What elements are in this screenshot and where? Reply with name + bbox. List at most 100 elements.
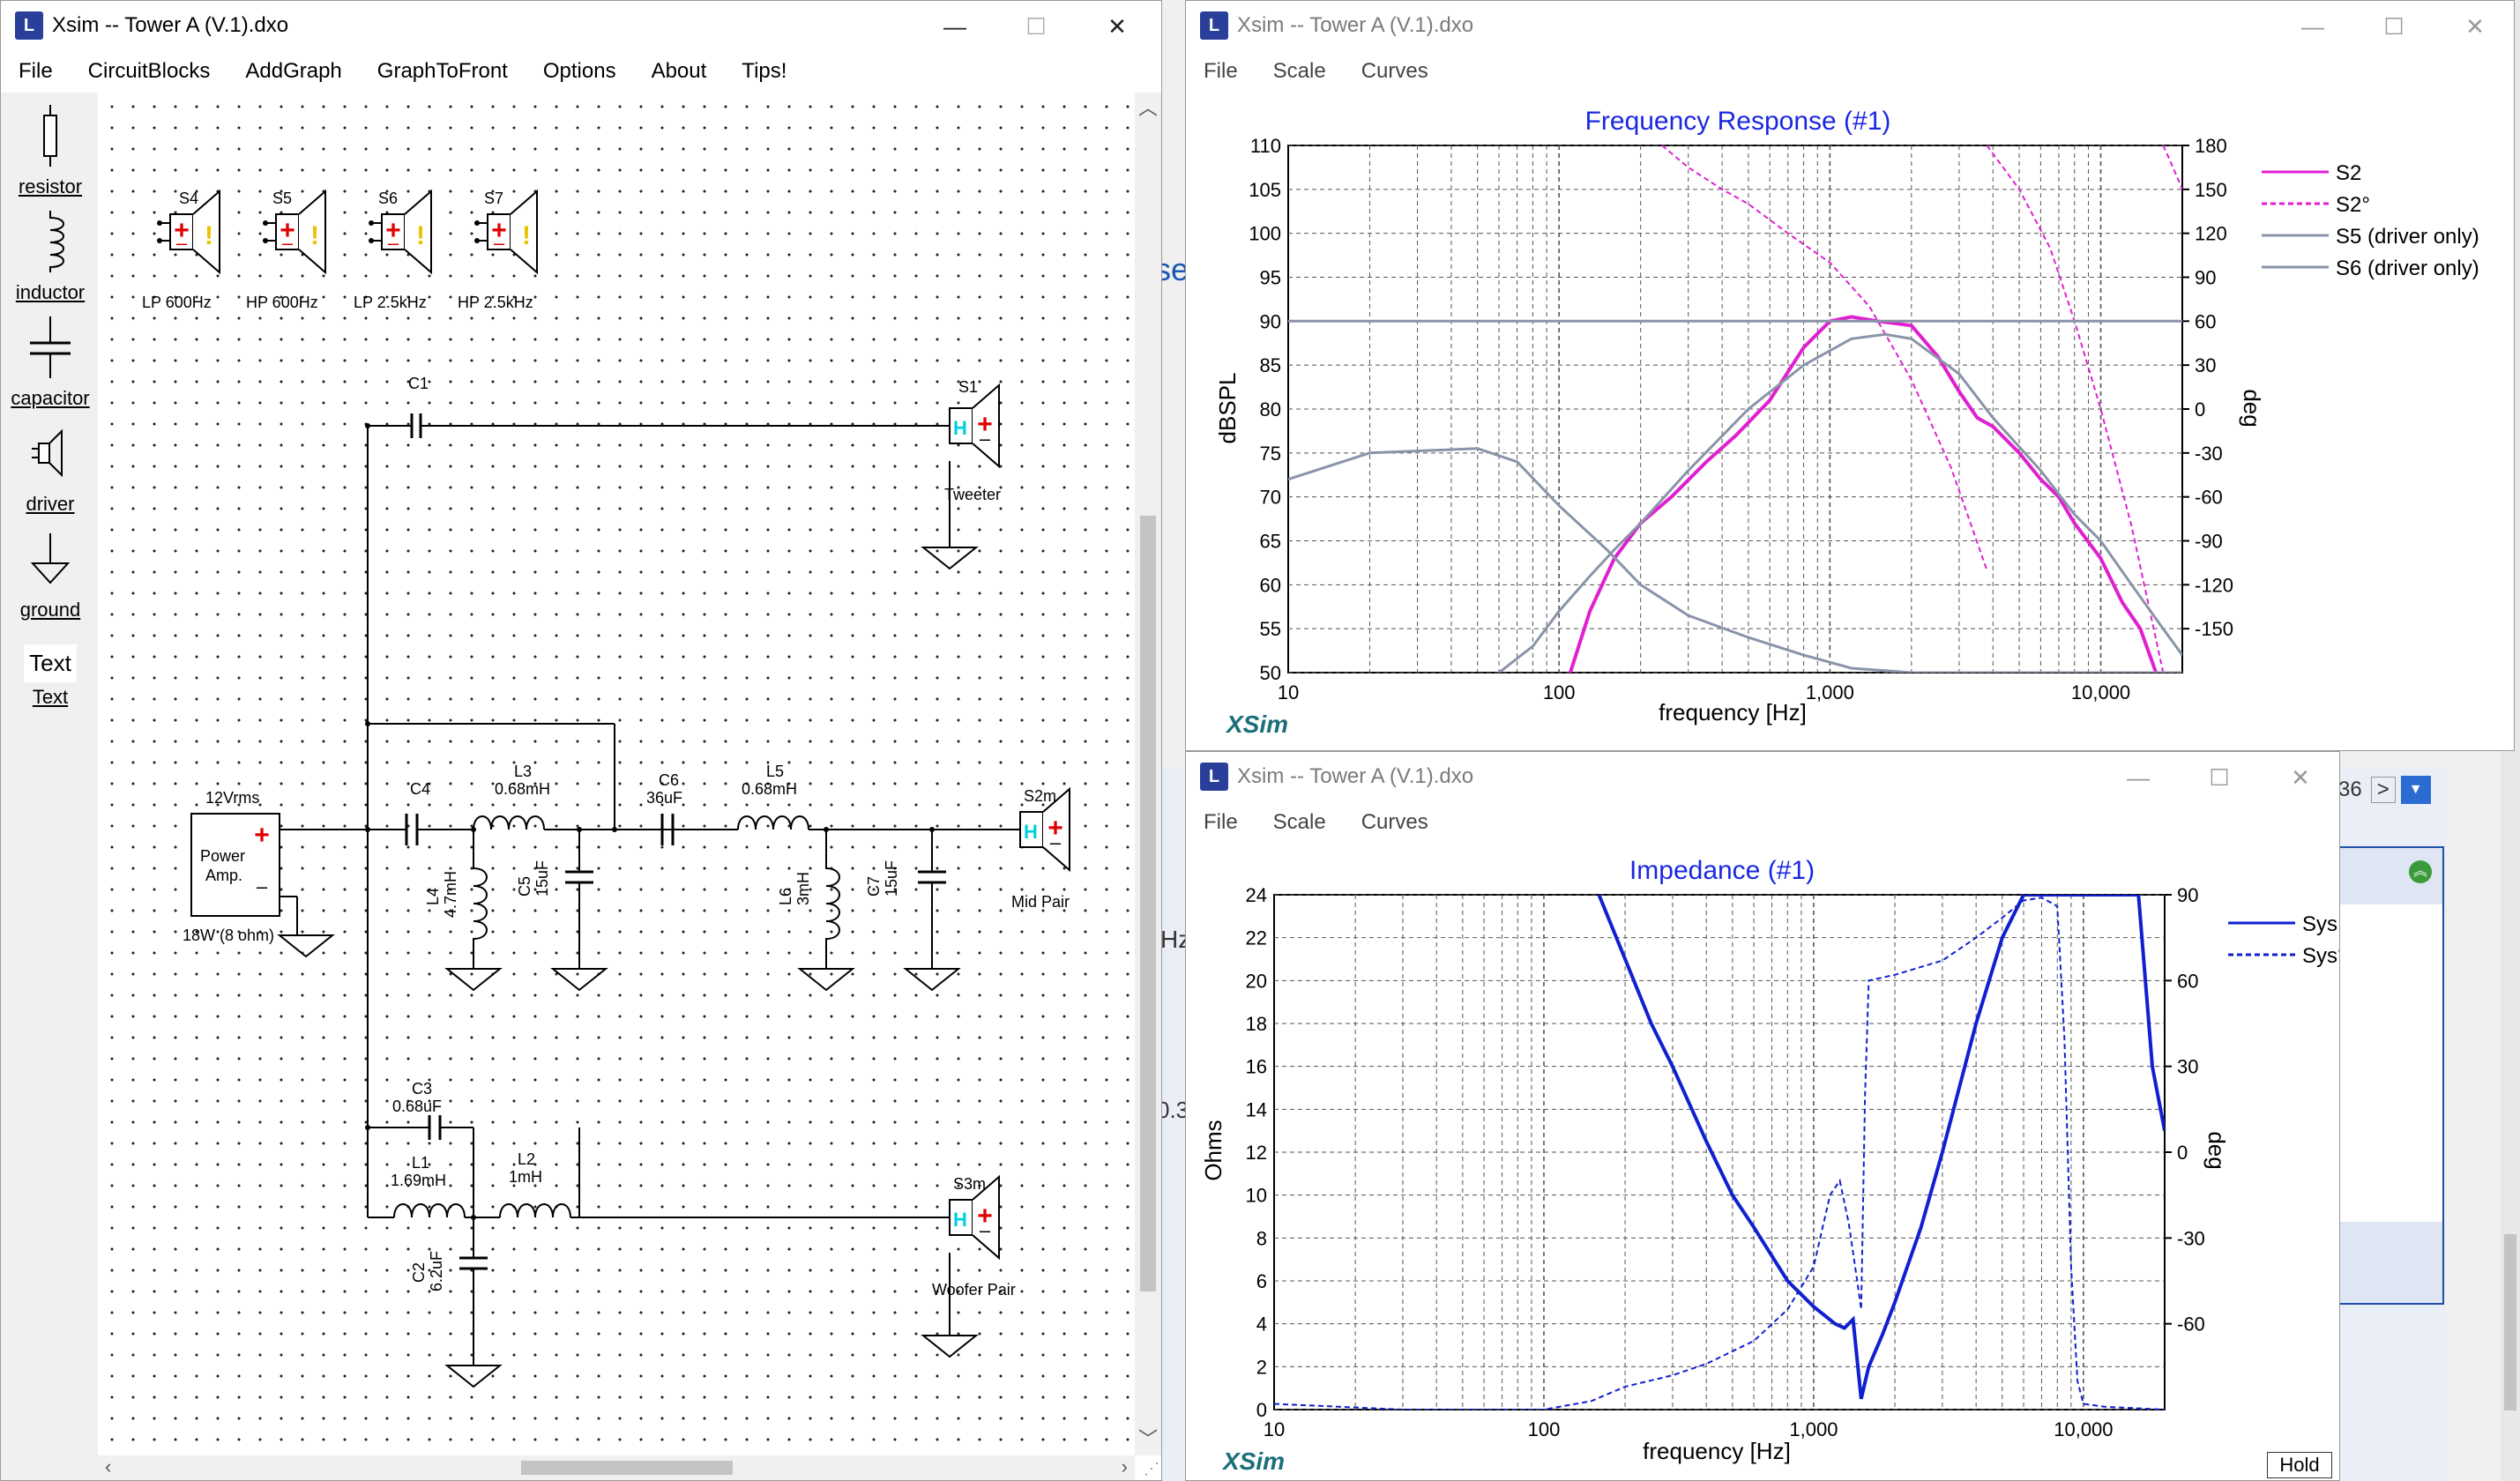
tool-label: resistor — [18, 175, 83, 197]
y2-axis-label: deg — [2203, 1131, 2230, 1169]
background-text-fragment: 0.3 — [1157, 1097, 1189, 1123]
menu-options[interactable]: Options — [542, 59, 616, 83]
menu-graphtofront[interactable]: GraphToFront — [377, 59, 508, 83]
y2-tick-label: -30 — [2177, 1227, 2205, 1249]
scroll-up-arrow[interactable]: ︿ — [1137, 97, 1158, 119]
scroll-down-arrow[interactable]: ﹀ — [1137, 1428, 1158, 1450]
close-button[interactable]: ✕ — [2465, 12, 2485, 40]
maximize-button[interactable]: ☐ — [2383, 12, 2404, 40]
impedance-chart[interactable]: Impedance (#1) frequency [Hz] Ohms deg X… — [1186, 842, 2339, 1480]
svg-text:+: + — [491, 216, 507, 245]
minimize-button[interactable]: — — [943, 12, 966, 40]
speaker-id: S1 — [958, 378, 978, 396]
speaker-s5[interactable]: + – ! — [262, 190, 326, 273]
y2-tick-label: -60 — [2177, 1314, 2205, 1336]
y2-tick-label: 30 — [2177, 1056, 2198, 1078]
background-nav-fragment: 36 > ▼ — [2338, 772, 2444, 807]
y-tick-label: 65 — [1260, 531, 1281, 553]
menu-curves[interactable]: Curves — [1361, 810, 1428, 834]
menu-file[interactable]: File — [1204, 810, 1238, 834]
scroll-right-arrow[interactable]: › — [1121, 1455, 1128, 1477]
speaker-s6[interactable]: + – ! — [368, 190, 432, 273]
menu-scale[interactable]: Scale — [1272, 810, 1326, 834]
menu-scale[interactable]: Scale — [1272, 59, 1326, 83]
tool-label: ground — [19, 599, 81, 621]
ground-symbol — [905, 968, 959, 991]
close-button[interactable]: ✕ — [1107, 12, 1127, 40]
speaker-name: Tweeter — [944, 486, 1001, 503]
menu-file[interactable]: File — [1204, 59, 1238, 83]
menu-circuitblocks[interactable]: CircuitBlocks — [87, 59, 211, 83]
main-titlebar[interactable]: L Xsim -- Tower A (V.1).dxo — ☐ ✕ — [1, 1, 1161, 52]
tool-resistor[interactable]: resistor — [8, 105, 93, 198]
component-label: L1 — [412, 1154, 429, 1172]
graph-titlebar[interactable]: L Xsim -- Tower A (V.1).dxo — ☐ ✕ — [1186, 752, 2339, 803]
speaker-tweeter[interactable]: H + – — [949, 383, 1000, 469]
y-tick-label: 18 — [1246, 1013, 1267, 1035]
resize-grip[interactable]: ⋰ — [1144, 1460, 1159, 1477]
minimize-button[interactable]: — — [2127, 763, 2150, 791]
dropdown-button[interactable]: ▼ — [2400, 776, 2431, 804]
scroll-left-arrow[interactable]: ‹ — [105, 1455, 112, 1477]
frequency-response-window: L Xsim -- Tower A (V.1).dxo — ☐ ✕ File S… — [1185, 0, 2515, 751]
y2-tick-label: -90 — [2195, 531, 2223, 553]
svg-text:–: – — [388, 232, 399, 254]
hold-button[interactable]: Hold — [2267, 1452, 2332, 1478]
tool-ground[interactable]: ground — [8, 528, 93, 621]
menu-addgraph[interactable]: AddGraph — [245, 59, 342, 83]
menu-curves[interactable]: Curves — [1361, 59, 1428, 83]
x-tick-label: 10 — [1278, 681, 1299, 703]
speaker-id: S2m — [1024, 787, 1056, 805]
minimize-button[interactable]: — — [2301, 12, 2324, 40]
menu-tips[interactable]: Tips! — [742, 59, 787, 83]
ground-symbol — [279, 934, 333, 957]
graph-titlebar[interactable]: L Xsim -- Tower A (V.1).dxo — ☐ ✕ — [1186, 1, 2514, 52]
vertical-scrollbar[interactable]: ︿ ﹀ — [1135, 93, 1161, 1455]
ground-symbol — [922, 1335, 977, 1358]
legend-label: Sys° — [2302, 944, 2339, 968]
svg-text:H: H — [1024, 821, 1038, 843]
svg-text:!: ! — [205, 221, 213, 250]
y-axis-label: dBSPL — [1214, 373, 1241, 444]
menu-about[interactable]: About — [651, 59, 707, 83]
tool-text[interactable]: Text Text — [8, 644, 93, 709]
speaker-s4[interactable]: + – ! — [156, 190, 220, 273]
maximize-button[interactable]: ☐ — [2209, 763, 2230, 791]
y-tick-label: 20 — [1246, 970, 1267, 992]
tool-driver[interactable]: driver — [8, 422, 93, 516]
text-icon: Text — [24, 644, 77, 682]
y-tick-label: 2 — [1256, 1356, 1267, 1378]
scroll-thumb[interactable] — [1140, 516, 1156, 1291]
component-value: 0.68uF — [392, 1098, 442, 1115]
component-label: C1 — [408, 375, 429, 392]
tool-capacitor[interactable]: capacitor — [8, 316, 93, 410]
schematic-drawing: + – ! + – ! + – ! + – ! S4 S5 S6 S7 LP 6… — [142, 190, 1070, 1388]
driver-icon — [32, 428, 63, 478]
x-tick-label: 100 — [1528, 1418, 1561, 1440]
power-amp-source[interactable]: + – — [190, 813, 297, 917]
y2-tick-label: 90 — [2177, 884, 2198, 906]
horizontal-scrollbar[interactable]: ‹ › — [98, 1455, 1135, 1480]
next-button[interactable]: > — [2370, 777, 2396, 803]
maximize-button[interactable]: ☐ — [1025, 12, 1047, 40]
y2-tick-label: -30 — [2195, 443, 2223, 465]
series-line-s6-driver-only-rising — [1498, 332, 2182, 673]
close-button[interactable]: ✕ — [2291, 763, 2310, 791]
frequency-response-chart[interactable]: Frequency Response (#1) frequency [Hz] d… — [1186, 91, 2514, 750]
toolbox: resistor inductor capacitor driver groun… — [1, 93, 99, 1480]
inductor-icon — [49, 211, 64, 272]
component-label: C2 — [410, 1262, 428, 1283]
component-value: 0.68mH — [742, 780, 797, 798]
svg-text:H: H — [953, 417, 967, 439]
impedance-window: L Xsim -- Tower A (V.1).dxo — ☐ ✕ File S… — [1185, 751, 2340, 1481]
speaker-mid[interactable]: H + – — [1019, 786, 1070, 873]
svg-text:+: + — [254, 821, 270, 850]
y-tick-label: 24 — [1246, 884, 1267, 906]
speaker-woofer[interactable]: H + – — [949, 1174, 1000, 1261]
collapse-icon[interactable]: ︽ — [2409, 860, 2432, 883]
chart-title: Frequency Response (#1) — [1585, 107, 1891, 136]
menu-file[interactable]: File — [19, 59, 53, 83]
tool-inductor[interactable]: inductor — [8, 211, 93, 304]
speaker-s7[interactable]: + – ! — [473, 190, 538, 273]
scroll-thumb[interactable] — [521, 1461, 733, 1475]
